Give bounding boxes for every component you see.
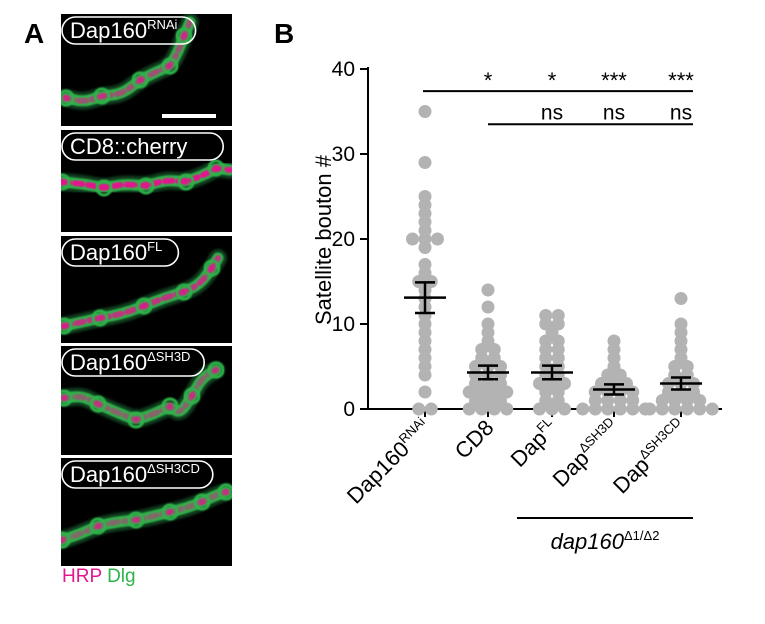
data-point <box>693 402 707 416</box>
significance-label: *** <box>668 68 694 93</box>
mean-sem-marker <box>660 376 702 391</box>
data-points <box>406 105 719 416</box>
data-point <box>655 402 669 416</box>
data-point <box>418 368 432 382</box>
significance-label: ns <box>541 101 563 124</box>
data-point <box>643 402 657 416</box>
significance-label: * <box>484 68 493 93</box>
x-tick-label-sup: ΔSH3D <box>575 414 616 455</box>
data-point <box>613 402 627 416</box>
data-point <box>462 402 476 416</box>
mean-sem-marker <box>467 364 509 381</box>
x-tick-label-main: CD8 <box>450 415 499 464</box>
data-point <box>418 241 432 254</box>
panel-b-letter: B <box>274 18 295 49</box>
group-label-main: dap160 <box>551 529 625 554</box>
y-tick-label: 0 <box>343 398 355 421</box>
data-point <box>406 232 419 246</box>
genotype-group-label: dap160Δ1/Δ2 <box>517 517 693 554</box>
x-tick-label: DapΔSH3CD <box>607 414 691 498</box>
data-point <box>481 300 495 314</box>
mean-sem-marker <box>404 281 446 315</box>
y-tick-label: 20 <box>332 228 355 251</box>
x-tick-label-sup: ΔSH3CD <box>636 414 684 462</box>
x-tick-label: Dap160RNAi <box>341 414 435 508</box>
data-point <box>533 402 546 416</box>
significance-label: * <box>548 68 557 93</box>
data-point <box>418 385 432 399</box>
data-point <box>674 292 688 305</box>
y-tick-label: 30 <box>332 143 355 166</box>
data-point <box>500 402 514 416</box>
data-point <box>418 156 432 169</box>
group-label-sup: Δ1/Δ2 <box>624 528 659 543</box>
significance: * * *** ***ns ns ns <box>423 68 694 126</box>
data-point <box>680 402 694 416</box>
data-point <box>431 232 444 246</box>
data-point <box>588 402 602 416</box>
data-point <box>412 402 426 416</box>
data-point <box>558 402 571 416</box>
y-axis-label: Satellite bouton # <box>311 154 336 325</box>
group-label-text: dap160Δ1/Δ2 <box>551 528 660 554</box>
data-point <box>424 402 438 416</box>
data-point <box>481 283 495 297</box>
data-point <box>487 402 501 416</box>
x-tick-label: DapFL <box>505 414 563 472</box>
data-point <box>705 402 719 416</box>
legend-hrp: HRP <box>62 566 102 587</box>
data-point <box>601 402 615 416</box>
axes: 0 10 20 30 40 <box>332 58 722 421</box>
data-point <box>475 402 489 416</box>
significance-label: ns <box>670 101 692 124</box>
significance-label: *** <box>601 68 627 93</box>
x-tick-label: CD8 <box>450 415 499 464</box>
panel-a-letter: A <box>24 18 45 49</box>
x-tick-label-main: Dap160 <box>342 436 414 508</box>
data-point <box>545 402 559 416</box>
legend-dlg: Dlg <box>107 566 136 587</box>
y-tick-label: 40 <box>332 58 355 81</box>
data-point <box>668 402 682 416</box>
significance-label: ns <box>603 101 625 124</box>
data-point <box>576 402 590 416</box>
mean-sem-marker <box>593 383 635 396</box>
data-point <box>418 105 432 118</box>
mean-sem-marker <box>531 364 573 381</box>
y-tick-label: 10 <box>332 313 355 336</box>
stain-legend: HRP Dlg <box>62 566 136 588</box>
data-point <box>626 402 640 416</box>
x-tick-label-sup: RNAi <box>396 414 428 446</box>
